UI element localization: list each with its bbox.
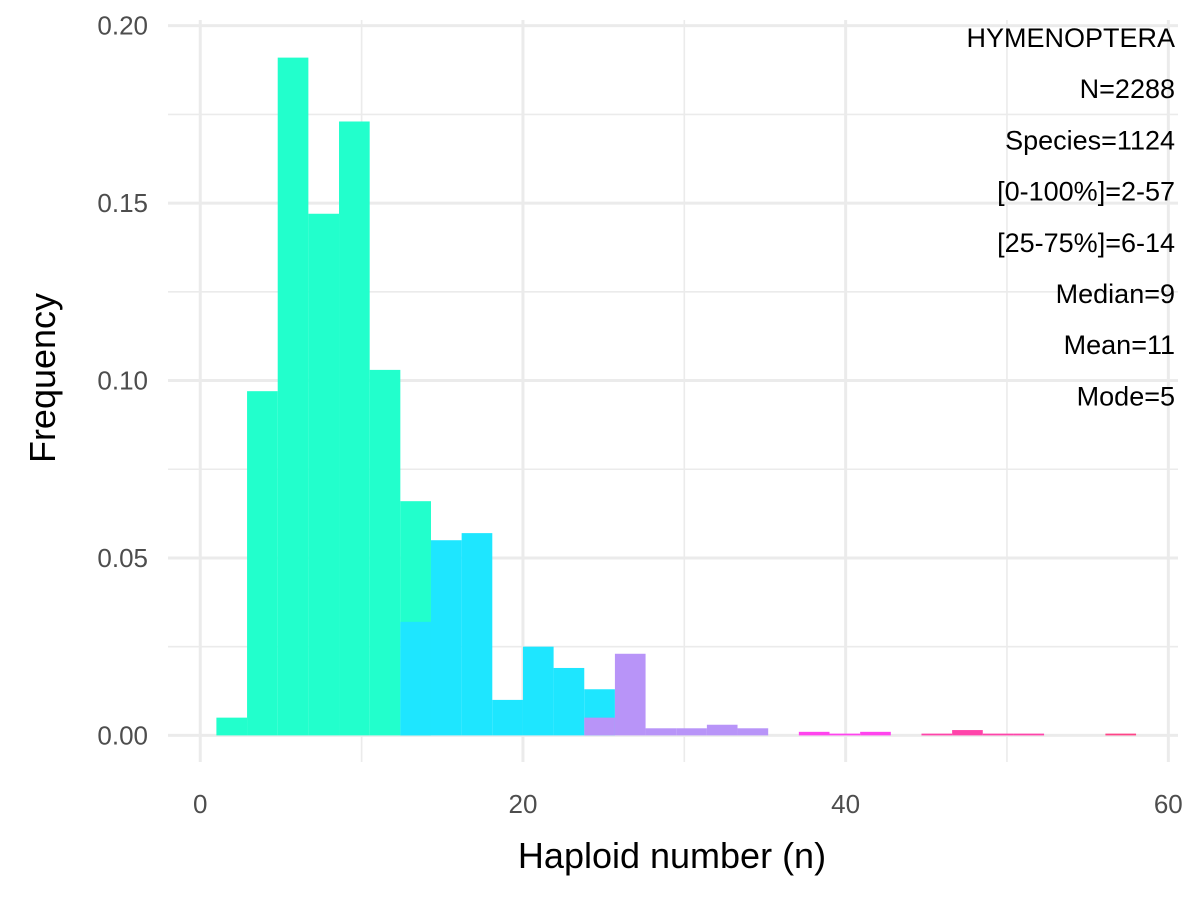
annotation-line: Mode=5 xyxy=(1077,381,1175,411)
histogram-bar xyxy=(982,733,1014,736)
histogram-bar xyxy=(277,57,309,736)
histogram-bar xyxy=(614,653,646,736)
annotation-line: Median=9 xyxy=(1056,279,1175,309)
histogram-bar xyxy=(1105,733,1137,736)
histogram-overlay-bar xyxy=(400,621,431,736)
x-axis-title: Haploid number (n) xyxy=(518,835,826,876)
histogram-bar xyxy=(492,699,523,736)
annotation-line: [25-75%]=6-14 xyxy=(997,228,1175,258)
summary-annotation: HYMENOPTERA N=2288 Species=1124 [0-100%]=2-… xyxy=(966,23,1175,411)
histogram-bar xyxy=(369,369,401,736)
histogram-bar xyxy=(430,540,462,736)
y-axis-tick-labels: 0.00 0.05 0.10 0.15 0.20 xyxy=(97,11,148,751)
y-axis-title: Frequency xyxy=(22,293,63,463)
y-tick-label: 0.10 xyxy=(97,366,148,396)
y-tick-label: 0.05 xyxy=(97,543,148,573)
annotation-line: [0-100%]=2-57 xyxy=(997,177,1175,207)
histogram-bar xyxy=(706,724,738,736)
histogram-bar xyxy=(829,733,861,736)
y-tick-label: 0.00 xyxy=(97,720,148,750)
histogram-bar xyxy=(216,717,248,736)
histogram-overlay-bar xyxy=(584,717,615,736)
histogram-bar xyxy=(308,213,340,736)
x-tick-label: 0 xyxy=(193,789,207,819)
histogram-bars xyxy=(216,57,1137,736)
histogram-bar xyxy=(921,733,953,736)
x-tick-label: 60 xyxy=(1154,789,1183,819)
annotation-line: HYMENOPTERA xyxy=(966,23,1175,53)
histogram-bar xyxy=(645,728,677,736)
histogram-bar xyxy=(676,728,707,736)
histogram-bar xyxy=(737,728,769,736)
histogram-overlay-bars xyxy=(400,621,615,736)
y-tick-label: 0.15 xyxy=(97,188,148,218)
histogram-bar xyxy=(553,667,585,736)
histogram-bar xyxy=(860,731,891,736)
x-tick-label: 20 xyxy=(508,789,537,819)
histogram-bar xyxy=(247,391,278,736)
annotation-line: Species=1124 xyxy=(1005,125,1175,155)
histogram-bar xyxy=(952,730,983,736)
annotation-line: Mean=11 xyxy=(1064,330,1175,360)
histogram-bar xyxy=(461,533,493,736)
histogram-bar xyxy=(522,646,554,736)
histogram-bar xyxy=(798,731,830,736)
y-tick-label: 0.20 xyxy=(97,11,148,41)
histogram-bar xyxy=(1013,733,1045,736)
x-axis-tick-labels: 0 20 40 60 xyxy=(193,789,1183,819)
histogram-bar xyxy=(339,121,370,736)
annotation-line: N=2288 xyxy=(1080,74,1175,104)
x-tick-label: 40 xyxy=(831,789,860,819)
